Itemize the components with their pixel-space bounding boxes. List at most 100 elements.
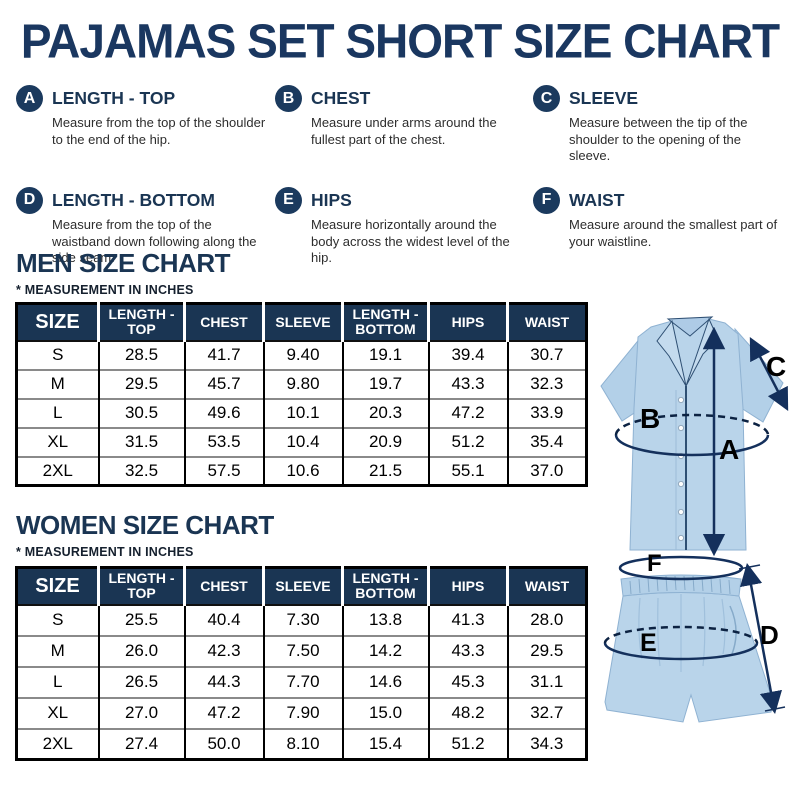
- value-cell: 34.3: [506, 727, 587, 760]
- label-d: D: [760, 620, 779, 650]
- table-header-row: SIZE LENGTH - TOP CHEST SLEEVE LENGTH - …: [16, 303, 587, 341]
- label-a: A: [719, 434, 739, 465]
- value-cell: 55.1: [427, 455, 508, 486]
- value-cell: 15.4: [341, 727, 429, 760]
- table-row-l: L 26.5 44.3 7.70 14.6 45.3 31.1: [16, 665, 587, 698]
- value-cell: 20.9: [341, 426, 429, 457]
- definition-title: HIPS: [311, 189, 352, 210]
- column-header-waist: WAIST: [506, 567, 587, 605]
- value-cell: 9.40: [262, 339, 343, 370]
- value-cell: 33.9: [506, 397, 587, 428]
- label-e: E: [640, 629, 657, 657]
- definition-sleeve: C SLEEVE Measure between the tip of the …: [533, 85, 788, 165]
- size-cell: 2XL: [16, 727, 99, 760]
- chest-ellipse-solid: [614, 434, 770, 457]
- size-cell: XL: [16, 426, 99, 457]
- value-cell: 21.5: [341, 455, 429, 486]
- definition-length-top: A LENGTH - TOP Measure from the top of t…: [16, 85, 275, 165]
- value-cell: 19.7: [341, 368, 429, 399]
- letter-c-badge: C: [533, 85, 560, 112]
- value-cell: 8.10: [262, 727, 343, 760]
- sleeve-arrow: [749, 337, 789, 411]
- column-header-size: SIZE: [16, 303, 99, 341]
- value-cell: 27.0: [97, 696, 185, 729]
- value-cell: 29.5: [97, 368, 185, 399]
- definition-waist: F WAIST Measure around the smallest part…: [533, 186, 788, 267]
- letter-e-badge: E: [275, 186, 302, 214]
- women-measurement-note: * MEASUREMENT IN INCHES: [16, 545, 194, 559]
- column-header-length-top: LENGTH - TOP: [97, 303, 185, 341]
- value-cell: 7.50: [262, 634, 343, 667]
- pajama-shorts-illustration: F E D: [603, 554, 786, 723]
- value-cell: 42.3: [183, 634, 264, 667]
- value-cell: 41.3: [427, 603, 508, 636]
- size-cell: L: [16, 397, 99, 428]
- column-header-length-bottom: LENGTH - BOTTOM: [341, 303, 429, 341]
- value-cell: 29.5: [506, 634, 587, 667]
- value-cell: 14.2: [341, 634, 429, 667]
- page-title: PAJAMAS SET SHORT SIZE CHART: [20, 13, 780, 69]
- size-cell: 2XL: [16, 455, 99, 486]
- table-row-m: M 26.0 42.3 7.50 14.2 43.3 29.5: [16, 634, 587, 667]
- definition-description: Measure around the smallest part of your…: [569, 216, 778, 249]
- value-cell: 28.5: [97, 339, 185, 370]
- value-cell: 49.6: [183, 397, 264, 428]
- value-cell: 13.8: [341, 603, 429, 636]
- collar-back: [666, 316, 714, 337]
- column-header-chest: CHEST: [183, 303, 264, 341]
- men-section-heading: MEN SIZE CHART * MEASUREMENT IN INCHES: [16, 248, 231, 297]
- definition-hips: E HIPS Measure horizontally around the b…: [275, 186, 533, 267]
- collar-left-lapel: [656, 319, 687, 387]
- value-cell: 26.5: [97, 665, 185, 698]
- value-cell: 57.5: [183, 455, 264, 486]
- value-cell: 50.0: [183, 727, 264, 760]
- table-row-xl: XL 31.5 53.5 10.4 20.9 51.2 35.4: [16, 426, 587, 457]
- value-cell: 43.3: [427, 634, 508, 667]
- women-size-table: SIZE LENGTH - TOP CHEST SLEEVE LENGTH - …: [15, 566, 588, 762]
- value-cell: 7.90: [262, 696, 343, 729]
- column-header-length-bottom: LENGTH - BOTTOM: [341, 567, 429, 605]
- value-cell: 45.7: [183, 368, 264, 399]
- table-row-m: M 29.5 45.7 9.80 19.7 43.3 32.3: [16, 368, 587, 399]
- definition-length-bottom: D LENGTH - BOTTOM Measure from the top o…: [16, 186, 275, 267]
- letter-f-badge: F: [533, 186, 560, 214]
- value-cell: 53.5: [183, 426, 264, 457]
- label-c: C: [766, 351, 786, 382]
- definition-title: WAIST: [569, 189, 625, 210]
- letter-a-badge: A: [16, 85, 43, 112]
- men-chart-title: MEN SIZE CHART: [16, 248, 231, 278]
- value-cell: 47.2: [183, 696, 264, 729]
- size-cell: S: [16, 339, 99, 370]
- value-cell: 45.3: [427, 665, 508, 698]
- chest-ellipse-dashed: [614, 413, 770, 436]
- value-cell: 31.1: [506, 665, 587, 698]
- value-cell: 30.5: [97, 397, 185, 428]
- column-header-chest: CHEST: [183, 567, 264, 605]
- value-cell: 47.2: [427, 397, 508, 428]
- definition-title: SLEEVE: [569, 88, 639, 108]
- table-row-xl: XL 27.0 47.2 7.90 15.0 48.2 32.7: [16, 696, 587, 729]
- column-header-hips: HIPS: [427, 567, 508, 605]
- label-b: B: [640, 403, 660, 434]
- column-header-waist: WAIST: [506, 303, 587, 341]
- value-cell: 10.6: [262, 455, 343, 486]
- length-bottom-arrow: [739, 562, 783, 715]
- men-size-table: SIZE LENGTH - TOP CHEST SLEEVE LENGTH - …: [15, 302, 588, 488]
- value-cell: 9.80: [262, 368, 343, 399]
- value-cell: 19.1: [341, 339, 429, 370]
- value-cell: 32.7: [506, 696, 587, 729]
- value-cell: 20.3: [341, 397, 429, 428]
- measurement-definitions: A LENGTH - TOP Measure from the top of t…: [16, 85, 788, 267]
- value-cell: 10.4: [262, 426, 343, 457]
- value-cell: 25.5: [97, 603, 185, 636]
- size-cell: M: [16, 368, 99, 399]
- definition-chest: B CHEST Measure under arms around the fu…: [275, 85, 533, 165]
- letter-d-badge: D: [16, 186, 43, 214]
- value-cell: 32.3: [506, 368, 587, 399]
- size-cell: L: [16, 665, 99, 698]
- size-cell: XL: [16, 696, 99, 729]
- definition-description: Measure between the tip of the shoulder …: [569, 115, 748, 164]
- table-row-s: S 25.5 40.4 7.30 13.8 41.3 28.0: [16, 603, 587, 636]
- value-cell: 7.70: [262, 665, 343, 698]
